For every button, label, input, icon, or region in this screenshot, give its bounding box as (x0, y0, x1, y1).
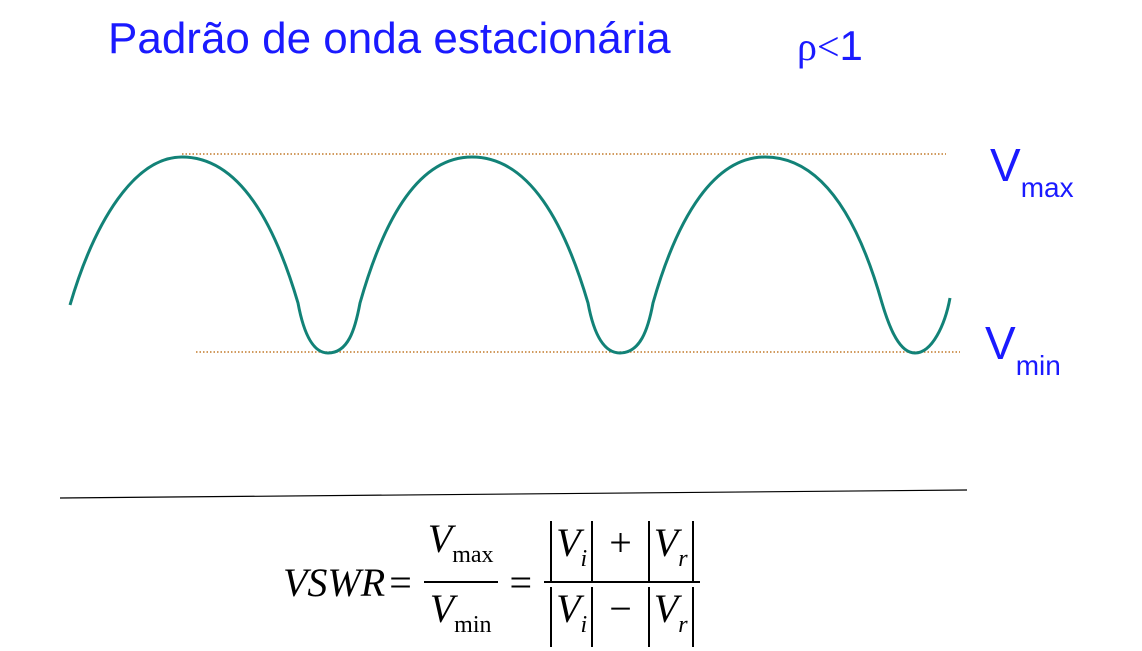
plus-sign: + (609, 520, 632, 565)
fraction-vi-vr: Vi + Vr Vi − Vr (544, 517, 700, 647)
fraction-1-numerator: Vmax (424, 513, 498, 581)
numerator-sub: max (452, 542, 494, 568)
equals-sign-2: = (509, 559, 533, 605)
fraction-1-bar (423, 581, 498, 583)
minus-sign: − (609, 586, 632, 631)
standing-wave-curve (68, 155, 952, 355)
vi-top-sub: i (580, 546, 588, 572)
vi-bottom-sub: i (580, 612, 588, 638)
abs-vr-bottom: Vr (647, 586, 694, 647)
fraction-2-bar (544, 581, 700, 583)
rho-symbol: ρ (797, 24, 817, 69)
fraction-2-denominator: Vi − Vr (544, 583, 699, 647)
fraction-vmax-vmin: Vmax Vmin (423, 513, 498, 651)
vmax-base: V (990, 139, 1021, 191)
vmin-sub: min (1015, 350, 1061, 381)
vmax-label: Vmax (990, 138, 1074, 204)
vmin-base: V (985, 317, 1016, 369)
vmin-label: Vmin (985, 316, 1061, 382)
separator-line (59, 489, 968, 499)
fraction-1-denominator: Vmin (426, 583, 496, 651)
fraction-2-numerator: Vi + Vr (544, 517, 699, 581)
vr-top-sub: r (678, 546, 688, 572)
denominator-v: V (429, 586, 455, 631)
page-title: Padrão de onda estacionária (108, 14, 671, 63)
vr-bottom-v: V (653, 586, 679, 631)
abs-vi-bottom: Vi (550, 586, 594, 647)
less-than-symbol: < (816, 24, 840, 69)
condition-value: 1 (839, 22, 863, 69)
vi-bottom-v: V (556, 586, 581, 631)
vswr-formula: VSWR = Vmax Vmin = Vi + Vr Vi − Vr (283, 516, 708, 647)
condition-label: ρ<1 (797, 22, 863, 70)
vr-bottom-sub: r (678, 612, 688, 638)
numerator-v: V (427, 516, 453, 561)
abs-vi-top: Vi (550, 520, 594, 581)
vi-top-v: V (556, 520, 581, 565)
vmax-sub: max (1020, 172, 1074, 203)
vr-top-v: V (653, 520, 679, 565)
formula-lhs: VSWR (283, 559, 386, 605)
equals-sign-1: = (389, 559, 412, 605)
denominator-sub: min (454, 612, 492, 638)
abs-vr-top: Vr (647, 520, 694, 581)
